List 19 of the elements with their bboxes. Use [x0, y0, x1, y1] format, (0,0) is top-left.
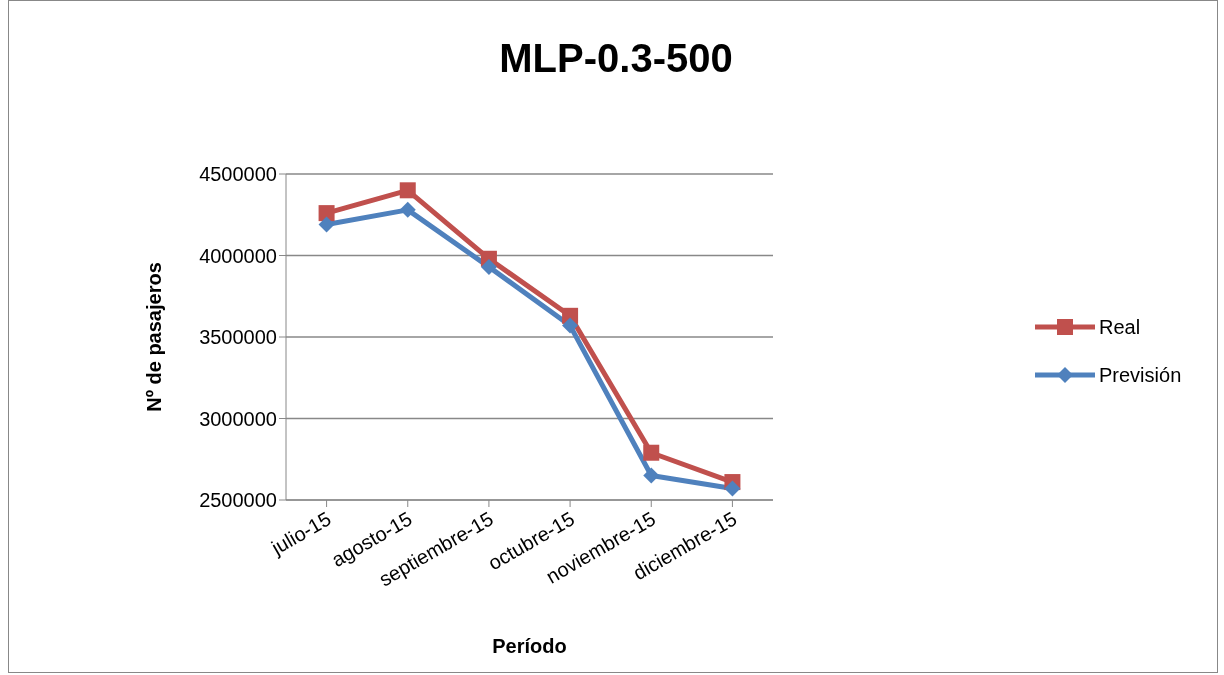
point: [318, 205, 335, 222]
chart-title: MLP-0.3-500: [498, 36, 734, 81]
point: [399, 182, 416, 199]
y-tick-label: 2500000: [199, 489, 277, 512]
legend-label: Real: [1099, 315, 1141, 340]
point: [562, 317, 579, 334]
y-tick-label: 4500000: [199, 163, 277, 186]
point: [643, 444, 660, 461]
legend-label: Previsión: [1099, 363, 1182, 388]
y-tick-label: 4000000: [199, 244, 277, 267]
point: [399, 201, 416, 218]
y-tick-label: 3500000: [199, 326, 277, 349]
y-axis-title: Nº de pasajeros: [143, 262, 166, 412]
point: [318, 216, 335, 233]
y-tick-label: 3000000: [199, 407, 277, 430]
point: [480, 258, 497, 275]
x-axis-title: Período: [492, 635, 567, 657]
point: [643, 467, 660, 484]
point: [724, 480, 741, 497]
